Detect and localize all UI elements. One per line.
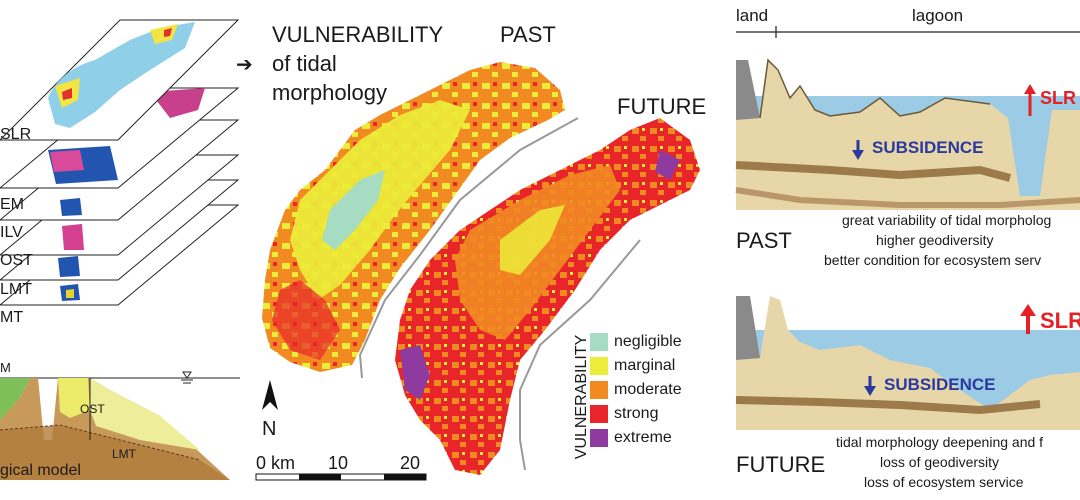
layer-label-ost: OST <box>0 252 33 269</box>
header-lagoon: lagoon <box>912 6 964 25</box>
layer-stack-graphic <box>0 19 240 306</box>
future-line-1: tidal morphology deepening and f <box>836 434 1044 450</box>
north-arrow-icon <box>262 380 278 410</box>
legend-item: marginal <box>590 357 675 375</box>
scale-label-20: 20 <box>400 453 421 473</box>
legend-label: strong <box>614 405 659 422</box>
future-subsidence-label: SUBSIDENCE <box>884 375 996 394</box>
past-subsidence-label: SUBSIDENCE <box>872 138 984 157</box>
arrow-right-icon: ➔ <box>236 54 253 76</box>
layer-label-mt: MT <box>0 309 24 326</box>
scale-bar-segment2 <box>384 474 426 480</box>
legend-label: marginal <box>614 357 676 374</box>
section-caption: gical model <box>0 462 81 479</box>
scenario-future-label: FUTURE <box>736 452 826 477</box>
future-map-yellow-zone <box>500 205 565 275</box>
legend-item: moderate <box>590 381 682 399</box>
section-label-m: M <box>0 360 11 375</box>
legend-label: negligible <box>614 333 682 350</box>
layer-map-slr-red <box>62 88 72 100</box>
scale-bar-segment <box>299 474 341 480</box>
scale-label-10: 10 <box>328 453 349 473</box>
vulnerability-title-line1: VULNERABILITY <box>272 22 444 47</box>
future-coastline <box>519 239 641 471</box>
legend-swatch <box>590 429 608 447</box>
past-line-1: great variability of tidal morpholog <box>842 212 1052 228</box>
future-line-2: loss of geodiversity <box>880 454 1000 470</box>
geological-section <box>0 371 240 480</box>
legend-item: negligible <box>590 333 682 351</box>
scenario-past-label: PAST <box>736 228 792 253</box>
layer-label-lmt: LMT <box>0 281 32 298</box>
future-slr-label: SLR <box>1040 308 1080 333</box>
future-map <box>395 118 700 475</box>
layer-map-lmt <box>58 256 80 277</box>
north-label: N <box>262 418 277 440</box>
layer-label-em: EM <box>0 196 24 213</box>
scale-label-0: 0 km <box>256 453 296 473</box>
layer-map-mt-accent <box>66 289 74 298</box>
past-line-3: better condition for ecosystem serv <box>824 252 1042 268</box>
future-map-extreme-zone2 <box>655 150 680 180</box>
legend-swatch <box>590 333 608 351</box>
vulnerability-title-line2: of tidal <box>272 51 337 76</box>
vulnerability-title-line3: morphology <box>272 80 387 105</box>
legend-swatch <box>590 405 608 423</box>
section-label-ost: OST <box>80 402 105 416</box>
layer-map-ost <box>62 224 84 250</box>
layer-label-slr: SLR <box>0 126 32 143</box>
legend-label: moderate <box>614 381 682 398</box>
future-line-3: loss of ecosystem service <box>864 474 1024 490</box>
future-map-extreme-zone <box>400 345 430 400</box>
legend-item: extreme <box>590 429 672 447</box>
map-past-label: PAST <box>500 22 556 47</box>
past-coastline <box>358 117 579 379</box>
legend-swatch <box>590 357 608 375</box>
legend-swatch <box>590 381 608 399</box>
legend-label: extreme <box>614 429 672 446</box>
header-land: land <box>736 6 769 25</box>
map-future-label: FUTURE <box>617 94 707 119</box>
past-line-2: higher geodiversity <box>876 232 994 248</box>
layer-map-slr <box>48 22 195 128</box>
past-map <box>262 62 565 372</box>
layer-map-em-accent <box>50 150 84 172</box>
layer-label-ilv: ILV <box>0 224 23 241</box>
section-label-lmt: LMT <box>112 447 136 461</box>
layer-map-em-top <box>150 88 205 118</box>
layer-map-ilv <box>60 198 82 216</box>
layer-map-slr-red2 <box>164 28 172 37</box>
past-map-negligible-zone <box>322 170 385 250</box>
past-slr-label: SLR <box>1040 88 1076 108</box>
past-map-red-zone <box>272 280 340 360</box>
legend-item: strong <box>590 405 658 423</box>
